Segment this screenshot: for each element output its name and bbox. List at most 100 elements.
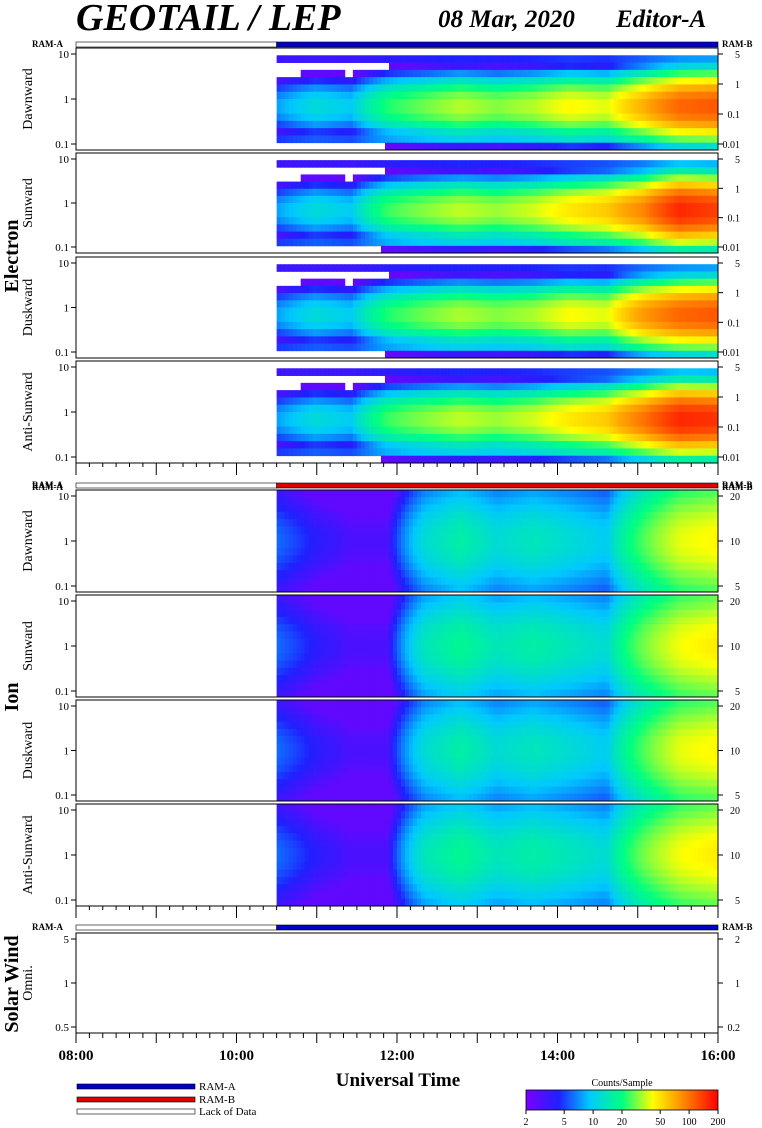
spectrogram-cell (328, 113, 334, 122)
spectrogram-cell (465, 350, 470, 359)
spectrogram-cell (405, 293, 410, 301)
spectrogram-cell (581, 128, 586, 136)
spectrogram-cell (296, 368, 302, 376)
spectrogram-cell (316, 203, 322, 211)
spectrogram-cell (601, 128, 607, 136)
spectrogram-cell (677, 217, 683, 225)
spectrogram-cell (441, 300, 446, 308)
spectrogram-cell (340, 113, 346, 122)
spectrogram-cell (469, 314, 474, 323)
spectrogram-cell (613, 91, 619, 100)
spectrogram-cell (705, 160, 711, 168)
spectrogram-cell (433, 231, 438, 240)
spectrogram-cell (597, 307, 603, 316)
spectrogram-cell (521, 91, 526, 100)
spectrogram-cell (332, 188, 338, 197)
spectrogram-cell (553, 84, 558, 93)
spectrogram-cell (505, 343, 510, 352)
spectrogram-cell (380, 404, 386, 413)
spectrogram-cell (296, 224, 302, 232)
spectrogram-cell (340, 238, 346, 247)
spectrogram-cell (485, 142, 490, 151)
spectrogram-cell (641, 181, 647, 190)
spectrogram-cell (352, 128, 358, 136)
spectrogram-cell (541, 62, 546, 71)
spectrogram-cell (493, 350, 498, 359)
spectrogram-cell (417, 426, 422, 435)
spectrogram-cell (405, 135, 410, 144)
spectrogram-cell (481, 455, 486, 464)
spectrogram-cell (300, 174, 306, 182)
spectrogram-cell (433, 91, 438, 100)
spectrogram-cell (477, 368, 482, 376)
spectrogram-cell (569, 343, 574, 352)
spectrogram-cell (477, 188, 482, 197)
spectrogram-cell (465, 441, 470, 449)
spectrogram-cell (308, 106, 314, 114)
spectrogram-cell (465, 368, 470, 376)
spectrogram-cell (677, 69, 683, 78)
spectrogram-cell (392, 419, 398, 427)
spectrogram-cell (316, 448, 322, 457)
spectrogram-cell (477, 77, 482, 85)
spectrogram-cell (641, 224, 647, 232)
spectrogram-cell (545, 128, 550, 136)
spectrogram-cell (533, 350, 538, 359)
spectrogram-cell (284, 390, 290, 398)
spectrogram-cell (669, 329, 675, 337)
spectrogram-cell (605, 278, 611, 287)
spectrogram-cell (569, 300, 574, 308)
spectrogram-cell (533, 300, 538, 308)
spectrogram-cell (697, 321, 703, 330)
spectrogram-cell (577, 120, 582, 129)
spectrogram-cell (493, 307, 498, 316)
spectrogram-cell (413, 99, 418, 107)
spectrogram-cell (288, 404, 294, 413)
spectrogram-cell (324, 426, 330, 435)
spectrogram-cell (296, 77, 302, 85)
spectrogram-cell (316, 397, 322, 406)
spectrogram-cell (621, 329, 627, 337)
spectrogram-cell (413, 455, 418, 464)
spectrogram-cell (384, 375, 390, 384)
spectrogram-cell (392, 293, 398, 301)
spectrogram-cell (589, 84, 595, 93)
spectrogram-cell (601, 77, 607, 85)
spectrogram-cell (461, 231, 466, 240)
spectrogram-cell (685, 128, 691, 136)
spectrogram-cell (541, 390, 546, 398)
spectrogram-cell (625, 135, 631, 144)
spectrogram-cell (352, 448, 358, 457)
spectrogram-cell (657, 188, 663, 197)
spectrogram-cell (461, 293, 466, 301)
spectrogram-cell (657, 113, 663, 122)
spectrogram-cell (429, 106, 434, 114)
spectrogram-cell (641, 321, 647, 330)
spectrogram-cell (461, 397, 466, 406)
spectrogram-cell (397, 382, 402, 391)
spectrogram-cell (388, 231, 394, 240)
spectrogram-cell (513, 433, 518, 442)
spectrogram-cell (445, 217, 450, 225)
spectrogram-cell (388, 375, 394, 384)
spectrogram-cell (461, 426, 466, 435)
spectrogram-cell (609, 84, 615, 93)
spectrogram-cell (613, 224, 619, 232)
spectrogram-cell (533, 419, 538, 427)
spectrogram-cell (473, 368, 478, 376)
spectrogram-cell (276, 55, 282, 63)
spectrogram-cell (441, 195, 446, 204)
spectrogram-cell (693, 142, 699, 151)
spectrogram-cell (292, 217, 298, 225)
spectrogram-cell (405, 217, 410, 225)
spectrogram-cell (625, 203, 631, 211)
spectrogram-cell (485, 404, 490, 413)
spectrogram-cell (497, 314, 502, 323)
spectrogram-cell (533, 321, 538, 330)
spectrogram-cell (653, 113, 659, 122)
spectrogram-cell (392, 113, 398, 122)
spectrogram-cell (352, 181, 358, 190)
spectrogram-cell (681, 181, 687, 190)
spectrogram-cell (340, 55, 346, 63)
spectrogram-cell (344, 307, 350, 316)
